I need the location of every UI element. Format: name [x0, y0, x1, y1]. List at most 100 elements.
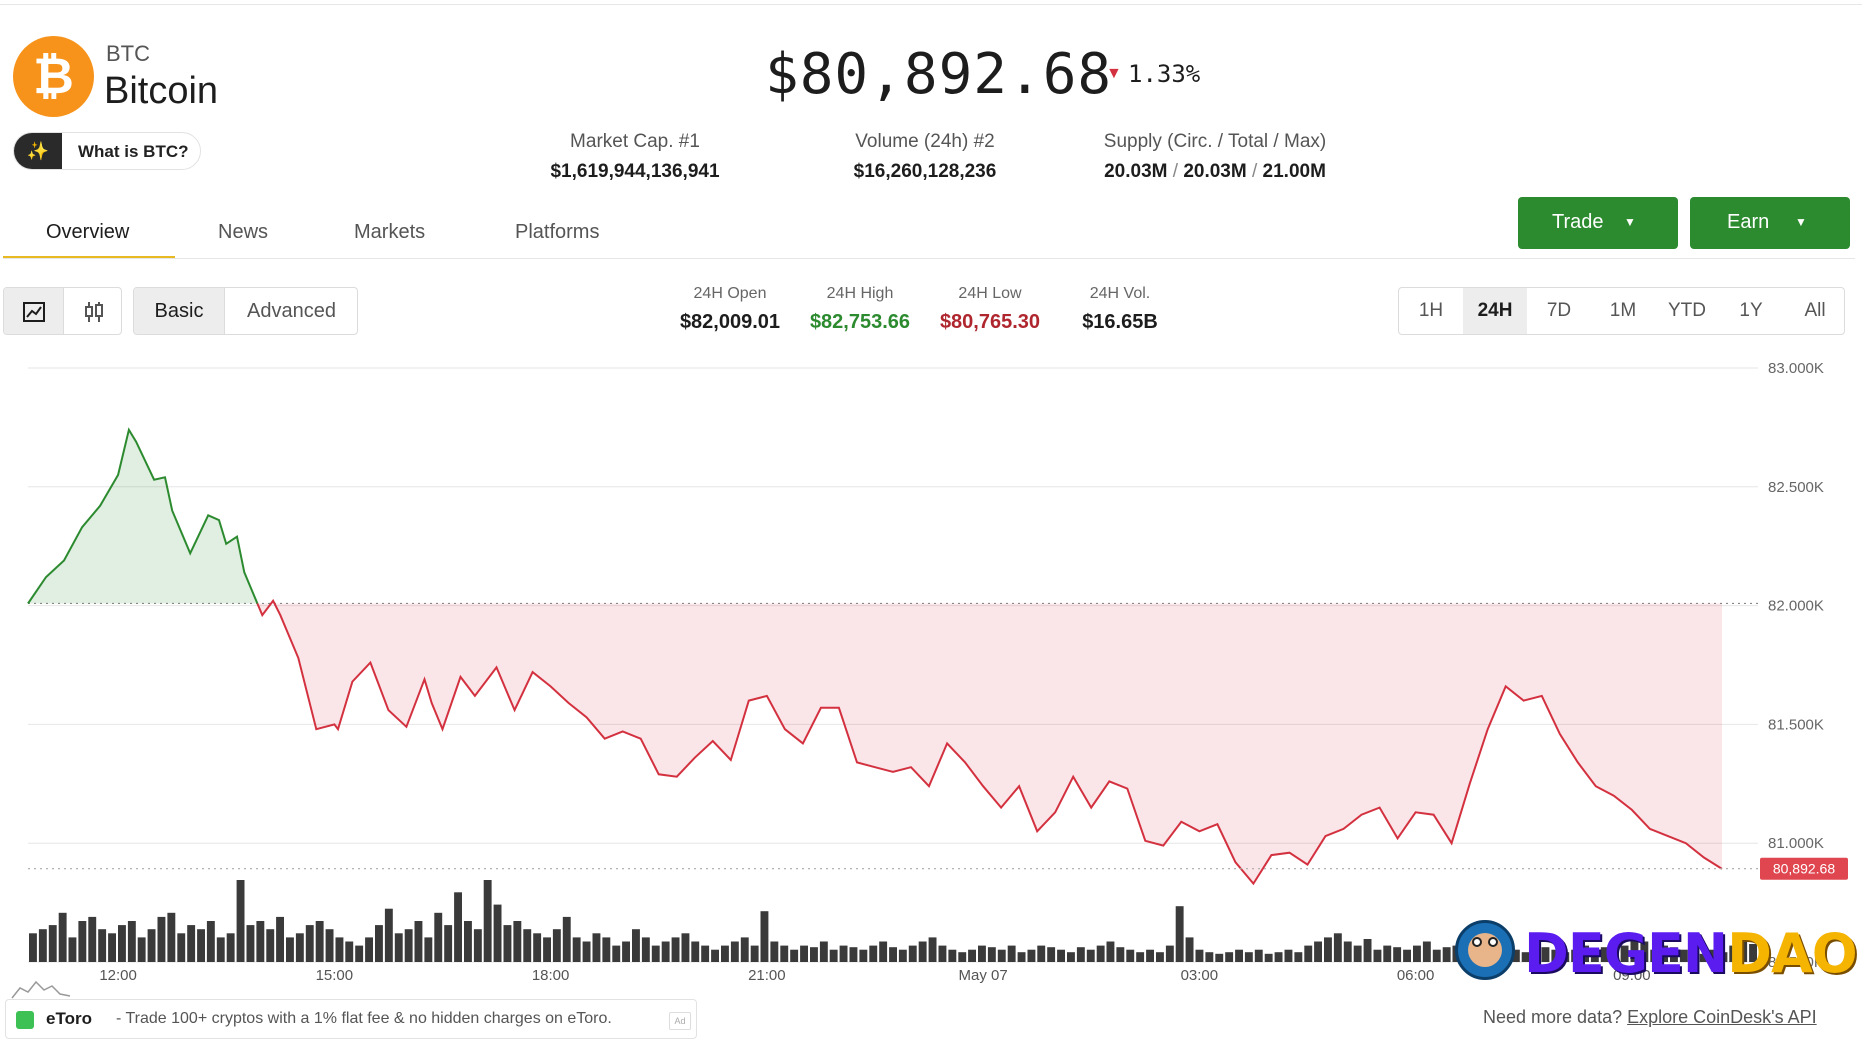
volume-bar: [157, 916, 166, 962]
volume-bar: [810, 947, 818, 962]
volume-bar: [375, 925, 383, 962]
what-is-btc-label: What is BTC?: [78, 142, 189, 161]
coin-name: Bitcoin: [104, 70, 219, 112]
volume-label: Volume (24h) #2: [855, 131, 995, 152]
down-arrow-icon: ▼: [1106, 65, 1122, 82]
earn-button[interactable]: Earn ▼: [1690, 197, 1850, 249]
volume-bar: [1442, 947, 1451, 962]
volume-bar: [216, 937, 225, 962]
ohlc-high: 24H High $82,753.66: [800, 285, 920, 334]
volume-bar: [1156, 952, 1164, 962]
high-label: 24H High: [826, 285, 894, 302]
volume-bar: [1373, 949, 1382, 962]
price-chart[interactable]: 83.000K 82.500K 82.000K 81.500K 81.000K 80.50…: [0, 350, 1862, 990]
ad-chart-icon: [11, 980, 71, 999]
volume-bar: [721, 945, 729, 962]
volume-bar: [889, 947, 897, 962]
volume-bar: [48, 925, 57, 962]
line-chart-button[interactable]: [4, 288, 63, 334]
ohlc-low: 24H Low $80,765.30: [930, 285, 1050, 334]
range-all[interactable]: All: [1804, 300, 1826, 321]
volume-bar: [552, 929, 561, 962]
volume-bar: [384, 908, 393, 962]
range-1m[interactable]: 1M: [1609, 300, 1637, 321]
what-is-btc-button[interactable]: ✨ What is BTC?: [13, 132, 201, 170]
y-tick-label: 81.500K: [1768, 716, 1824, 733]
volume-bar: [1719, 952, 1728, 962]
tab-news[interactable]: News: [218, 221, 269, 243]
volume-bar: [671, 937, 680, 962]
volume-bar: [78, 921, 87, 962]
volume-bar: [1511, 949, 1520, 962]
volume-bar: [1432, 949, 1441, 962]
volume-bar: [454, 892, 462, 962]
tab-platforms[interactable]: Platforms: [515, 221, 600, 243]
volume-bar: [1126, 949, 1135, 962]
trade-button[interactable]: Trade ▼: [1518, 197, 1678, 249]
volume-bar: [800, 945, 808, 962]
volume-bar: [1422, 941, 1431, 962]
earn-label: Earn: [1727, 211, 1770, 233]
advanced-mode-button[interactable]: Advanced: [247, 300, 336, 322]
watermark-main: DEGEN: [1524, 922, 1728, 985]
volume-bar: [849, 947, 858, 962]
volume-bar: [1541, 947, 1550, 962]
volume-bar: [473, 929, 482, 962]
chevron-down-icon: ▼: [1624, 215, 1636, 229]
volume-bar: [1729, 945, 1738, 962]
x-tick-label: 15:00: [316, 967, 354, 984]
tabs-divider: [3, 258, 1855, 259]
range-1h[interactable]: 1H: [1418, 300, 1444, 321]
range-7d[interactable]: 7D: [1546, 300, 1572, 321]
tab-markets[interactable]: Markets: [354, 221, 426, 243]
range-ytd[interactable]: YTD: [1668, 300, 1706, 321]
volume-bar: [701, 945, 710, 962]
volume-bar: [1106, 941, 1115, 962]
mascot-eye: [1488, 937, 1498, 947]
volume-bar: [1136, 952, 1145, 962]
volume-bar: [98, 929, 107, 962]
time-range-selector: 1H 24H 7D 1M YTD 1Y All: [1398, 287, 1845, 335]
line-chart-icon: [22, 301, 45, 322]
candlestick-chart-button[interactable]: [64, 288, 121, 334]
x-tick-label: 06:00: [1397, 967, 1435, 984]
vol-value: $16.65B: [1082, 311, 1158, 333]
volume-bar: [29, 933, 37, 962]
volume-bar: [1225, 952, 1234, 962]
etoro-ad-banner[interactable]: eToro - Trade 100+ cryptos with a 1% fla…: [5, 999, 697, 1039]
range-1y[interactable]: 1Y: [1739, 300, 1763, 321]
volume-bar: [1413, 945, 1421, 962]
volume-bar: [572, 937, 581, 962]
supply-total: 20.03M: [1183, 161, 1247, 182]
volume-bar: [1531, 949, 1540, 962]
volume-bar: [1353, 945, 1362, 962]
volume-bar: [88, 916, 97, 962]
volume-bar: [335, 937, 344, 962]
volume-bar: [1324, 937, 1332, 962]
high-value: $82,753.66: [809, 311, 911, 333]
explore-api-link[interactable]: Explore CoinDesk's API: [1627, 1007, 1817, 1027]
volume-bar: [1086, 949, 1095, 962]
volume-bar: [147, 929, 156, 962]
tab-overview[interactable]: Overview: [46, 221, 130, 243]
x-tick-label: 21:00: [748, 967, 786, 984]
volume-bar: [1600, 947, 1609, 962]
supply-max: 21.00M: [1262, 161, 1326, 182]
volume-bar: [394, 933, 403, 962]
volume-bar: [1739, 941, 1748, 962]
more-data-label: Need more data?: [1483, 1007, 1623, 1027]
volume-bar: [1264, 953, 1273, 962]
volume-bar: [1175, 906, 1184, 962]
range-24h[interactable]: 24H: [1463, 288, 1527, 334]
volume-bar: [315, 921, 324, 962]
supply-separator: /: [1251, 161, 1258, 182]
chart-mode-toggle: Basic Advanced: [133, 287, 358, 335]
volume-bar: [1521, 952, 1530, 962]
volume-bar: [1610, 944, 1619, 962]
low-value: $80,765.30: [939, 311, 1041, 333]
volume-bar: [1116, 947, 1125, 962]
volume-bar: [464, 921, 472, 962]
volume-bar: [790, 949, 799, 962]
basic-mode-button[interactable]: Basic: [134, 288, 224, 334]
volume-bar: [1185, 937, 1194, 962]
